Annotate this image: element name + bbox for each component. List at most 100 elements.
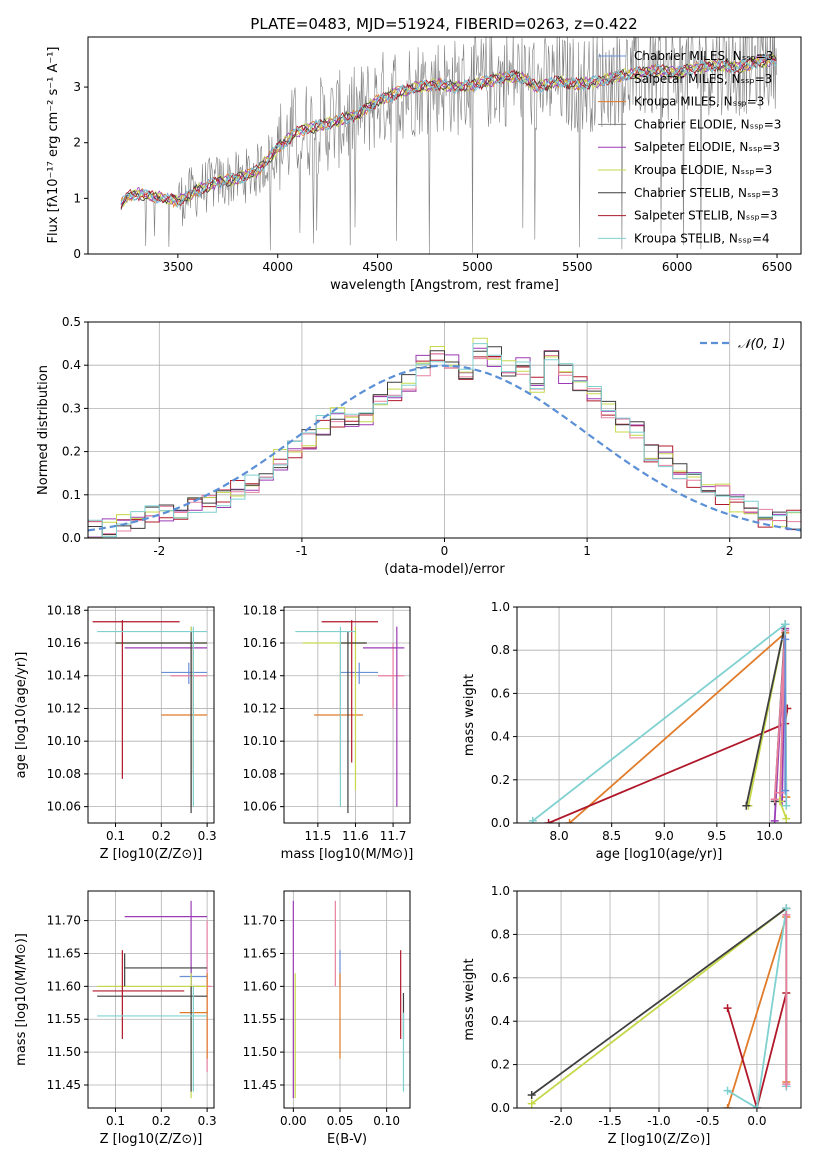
spectrum-legend-label: Chabrier STELIB, Nₛₛₚ=3: [634, 186, 779, 200]
z-mass-frame: [87, 890, 215, 1109]
z-weight-xlabel: Z [log10(Z/Z⊙)]: [608, 1132, 711, 1147]
ebv-mass-ytick-label: 11.70: [243, 914, 277, 928]
mass-age-ytick-label: 10.06: [243, 800, 277, 814]
ebv-mass-xtick-label: 0.10: [373, 1114, 400, 1128]
z-weight-ytick-label: 1.0: [491, 884, 510, 898]
z-mass-ytick-label: 11.65: [47, 946, 81, 960]
spectrum-legend-label: Salpeter STELIB, Nₛₛₚ=3: [634, 209, 778, 223]
ebv-mass-ytick-label: 11.55: [243, 1012, 277, 1026]
z-age-ylabel: age [log10(age/yr)]: [14, 652, 29, 779]
spectrum-ylabel: Flux [fλ10⁻¹⁷ erg cm⁻² s⁻¹ A⁻¹]: [46, 47, 61, 244]
ebv-mass-xtick-label: 0.00: [280, 1114, 307, 1128]
z-weight-ytick-label: 0.2: [491, 1058, 510, 1072]
mass-age-xtick-label: 11.5: [304, 829, 331, 843]
age-weight-weight-marker: [781, 620, 790, 629]
z-mass-xtick-label: 0.2: [152, 1114, 171, 1128]
spectrum-ytick-label: 1: [73, 191, 81, 205]
age-weight-weight-marker: [782, 814, 791, 823]
age-weight-xtick-label: 8.0: [550, 829, 569, 843]
residuals-ytick-label: 0.5: [62, 315, 81, 329]
z-mass-ytick-label: 11.50: [47, 1045, 81, 1059]
z-weight-weight-marker: [723, 1104, 732, 1108]
spectrum-legend-label: Kroupa ELODIE, Nₛₛₚ=3: [634, 163, 772, 177]
z-weight-xtick-label: -2.0: [549, 1114, 572, 1128]
spectrum-data-line: [120, 37, 778, 254]
ebv-mass-ytick-label: 11.50: [243, 1045, 277, 1059]
spectrum-legend-label: Salpeter ELODIE, Nₛₛₚ=3: [634, 140, 780, 154]
z-age-xtick-label: 0.1: [106, 829, 125, 843]
residuals-xtick-label: 0: [441, 544, 449, 558]
z-weight-ytick-label: 0.8: [491, 927, 510, 941]
mass-age-ytick-label: 10.08: [243, 767, 277, 781]
residuals-histogram-step: [88, 346, 801, 536]
z-mass-ytick-label: 11.70: [47, 914, 81, 928]
age-weight-weight-marker: [781, 786, 790, 795]
z-age-ytick-label: 10.18: [47, 603, 81, 617]
z-weight-weight-marker: [723, 1086, 732, 1095]
age-weight-xtick-label: 9.5: [707, 829, 726, 843]
z-age-ytick-label: 10.16: [47, 636, 81, 650]
z-weight-weight-marker: [752, 1104, 761, 1108]
mass-age-ytick-label: 10.18: [243, 603, 277, 617]
ebv-mass-ytick-label: 11.65: [243, 946, 277, 960]
spectrum-ytick-label: 2: [73, 136, 81, 150]
mass-age-ytick-label: 10.16: [243, 636, 277, 650]
z-weight-xtick-label: -1.5: [598, 1114, 621, 1128]
mass-age-plot-area: [284, 607, 410, 823]
age-weight-ylabel: mass weight: [462, 674, 477, 756]
age-weight-ytick-label: 0.4: [491, 730, 510, 744]
residuals-xtick-label: -1: [296, 544, 308, 558]
age-weight-weight-marker: [770, 795, 779, 804]
spectrum-legend-label: Salpetar MILES, Nₛₛₚ=3: [634, 72, 772, 86]
mass-age-xlabel: mass [log10(M/M⊙)]: [281, 847, 414, 862]
age-weight-ytick-label: 0.8: [491, 643, 510, 657]
ebv-mass-xtick-label: 0.05: [327, 1114, 354, 1128]
residuals-xtick-label: 1: [583, 544, 591, 558]
z-mass-ytick-label: 11.55: [47, 1012, 81, 1026]
z-age-xtick-label: 0.3: [198, 829, 217, 843]
spectrum-xlabel: wavelength [Angstrom, rest frame]: [330, 278, 559, 293]
spectrum-plot-area: [120, 37, 778, 254]
spectrum-ytick-label: 3: [73, 80, 81, 94]
residuals-xtick-label: 2: [726, 544, 734, 558]
age-weight-xtick-label: 10.0: [756, 829, 783, 843]
age-weight-frame: [516, 606, 802, 824]
age-weight-weight-marker: [544, 819, 553, 823]
age-weight-weight-line: [569, 630, 788, 823]
z-age-xtick-label: 0.2: [152, 829, 171, 843]
mass-age-frame: [283, 606, 411, 824]
spectrum-legend-label: Kroupa STELIB, Nₛₛₚ=4: [634, 231, 770, 245]
spectrum-model-line: [120, 54, 777, 210]
age-weight-plot-area: [517, 607, 801, 823]
ebv-mass-xlabel: E(B-V): [327, 1132, 367, 1147]
mass-age-ytick-label: 10.14: [243, 669, 277, 683]
age-weight-ytick-label: 0.6: [491, 686, 510, 700]
spectrum-xtick-label: 5500: [562, 260, 593, 274]
mass-age-ytick-label: 10.10: [243, 734, 277, 748]
z-mass-plot-area: [88, 891, 214, 1108]
residuals-ytick-label: 0.1: [62, 488, 81, 502]
z-weight-ytick-label: 0.0: [491, 1101, 510, 1115]
z-weight-xtick-label: 0.0: [747, 1114, 766, 1128]
z-weight-weight-line: [531, 907, 787, 1096]
gaussian-curve: [88, 364, 801, 532]
z-mass-ytick-label: 11.60: [47, 979, 81, 993]
age-weight-xlabel: age [log10(age/yr)]: [596, 847, 723, 862]
z-age-ytick-label: 10.12: [47, 701, 81, 715]
z-age-frame: [87, 606, 215, 824]
z-mass-ylabel: mass [log10(M/M⊙)]: [14, 933, 29, 1066]
age-weight-weight-marker: [781, 635, 790, 644]
gaussian-legend-label: 𝒩(0, 1): [738, 337, 785, 352]
residuals-ytick-label: 0.0: [62, 531, 81, 545]
spectrum-xtick-label: 6000: [662, 260, 693, 274]
spectrum-xtick-label: 6500: [762, 260, 793, 274]
age-weight-ytick-label: 0.2: [491, 773, 510, 787]
z-weight-weight-line: [531, 907, 787, 1105]
z-age-ytick-label: 10.14: [47, 669, 81, 683]
z-mass-xtick-label: 0.3: [198, 1114, 217, 1128]
spectrum-frame: [87, 36, 802, 255]
spectrum-xtick-label: 4000: [262, 260, 293, 274]
spectrum-xtick-label: 5000: [462, 260, 493, 274]
z-mass-ytick-label: 11.45: [47, 1078, 81, 1092]
